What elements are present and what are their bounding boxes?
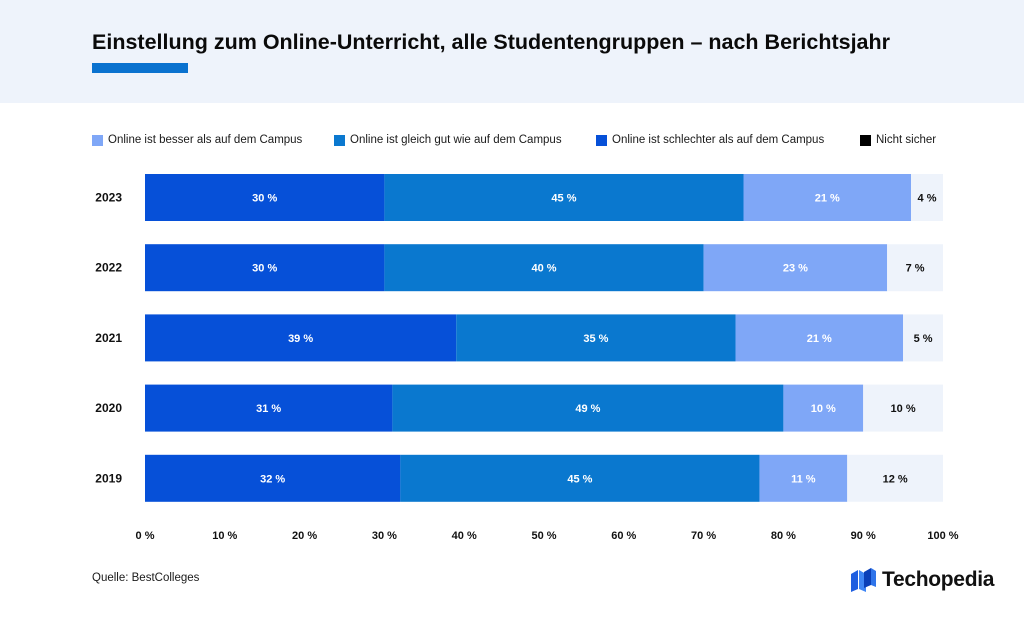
data-label-besser-2022: 23 % xyxy=(783,263,808,275)
bar-segment-gleich-2020 xyxy=(392,384,784,432)
legend-label-schlechter: Online ist schlechter als auf dem Campus xyxy=(612,134,825,146)
data-label-besser-2020: 10 % xyxy=(811,403,836,415)
x-tick-label-9: 90 % xyxy=(851,530,876,542)
bar-segment-schlechter-2021 xyxy=(145,314,457,362)
bar-segment-gleich-2022 xyxy=(384,244,704,292)
data-label-besser-2019: 11 % xyxy=(791,473,816,485)
y-tick-label-2022: 2022 xyxy=(95,261,122,275)
legend-item-besser: Online ist besser als auf dem Campus xyxy=(92,134,302,146)
bar-segment-schlechter-2023 xyxy=(145,174,385,221)
data-label-gleich-2022: 40 % xyxy=(531,263,556,275)
data-label-nicht-sicher-2020: 10 % xyxy=(891,403,916,415)
bar-segment-gleich-2023 xyxy=(384,174,744,221)
data-label-gleich-2020: 49 % xyxy=(575,403,600,415)
data-label-schlechter-2022: 30 % xyxy=(252,263,277,275)
chart-legend: Online ist besser als auf dem Campus Onl… xyxy=(92,134,972,152)
x-tick-label-8: 80 % xyxy=(771,530,796,542)
x-tick-label-7: 70 % xyxy=(691,530,716,542)
data-label-gleich-2023: 45 % xyxy=(551,193,576,205)
data-label-gleich-2021: 35 % xyxy=(583,333,608,345)
data-label-nicht-sicher-2023: 4 % xyxy=(918,193,937,205)
data-label-schlechter-2021: 39 % xyxy=(288,333,313,345)
stacked-bar-chart: 2023 30 % 45 % 21 % 4 % 2022 30 % 40 % 23 % 7 % 20… xyxy=(95,174,959,542)
bar-segment-nicht-sicher-2022 xyxy=(887,244,943,292)
legend-swatch-gleich xyxy=(334,134,345,146)
chart-title: Einstellung zum Online-Unterricht, alle … xyxy=(92,30,890,54)
bar-segment-besser-2019 xyxy=(759,454,848,502)
data-label-besser-2023: 21 % xyxy=(815,193,840,205)
x-tick-label-0: 0 % xyxy=(136,530,155,542)
logo-text: Techopedia xyxy=(882,568,995,591)
title-accent-bar xyxy=(92,63,188,73)
source-note: Quelle: BestColleges xyxy=(92,572,200,584)
legend-item-nicht-sicher: Nicht sicher xyxy=(860,134,936,146)
x-tick-label-5: 50 % xyxy=(531,530,556,542)
y-tick-label-2021: 2021 xyxy=(95,331,122,345)
techopedia-logo-icon xyxy=(851,568,876,592)
data-label-nicht-sicher-2019: 12 % xyxy=(883,473,908,485)
legend-label-gleich: Online ist gleich gut wie auf dem Campus xyxy=(350,134,562,146)
x-tick-label-2: 20 % xyxy=(292,530,317,542)
header-band xyxy=(0,0,1024,103)
legend-swatch-schlechter xyxy=(596,134,607,146)
legend-label-besser: Online ist besser als auf dem Campus xyxy=(108,134,303,146)
x-tick-label-4: 40 % xyxy=(452,530,477,542)
bar-segment-gleich-2021 xyxy=(456,314,736,362)
data-label-schlechter-2023: 30 % xyxy=(252,193,277,205)
bar-segment-besser-2020 xyxy=(783,384,864,432)
bar-segment-nicht-sicher-2019 xyxy=(847,454,943,502)
bar-segment-nicht-sicher-2020 xyxy=(863,384,943,432)
x-tick-label-3: 30 % xyxy=(372,530,397,542)
data-label-nicht-sicher-2022: 7 % xyxy=(906,263,925,275)
data-label-schlechter-2020: 31 % xyxy=(256,403,281,415)
bar-segment-nicht-sicher-2023 xyxy=(911,174,943,221)
techopedia-logo: Techopedia xyxy=(850,565,994,595)
bar-segment-besser-2021 xyxy=(735,314,904,362)
legend-item-schlechter: Online ist schlechter als auf dem Campus xyxy=(596,134,824,146)
data-label-besser-2021: 21 % xyxy=(807,333,832,345)
x-tick-label-6: 60 % xyxy=(611,530,636,542)
legend-label-nicht-sicher: Nicht sicher xyxy=(876,134,937,146)
x-tick-label-10: 100 % xyxy=(927,530,958,542)
data-label-schlechter-2019: 32 % xyxy=(260,473,285,485)
bar-segment-schlechter-2022 xyxy=(145,244,385,292)
y-tick-label-2020: 2020 xyxy=(95,401,122,415)
data-label-nicht-sicher-2021: 5 % xyxy=(914,333,933,345)
data-label-gleich-2019: 45 % xyxy=(567,473,592,485)
bar-segment-besser-2022 xyxy=(703,244,888,292)
y-tick-label-2023: 2023 xyxy=(95,191,122,205)
bar-segment-schlechter-2019 xyxy=(145,454,401,502)
bar-segment-nicht-sicher-2021 xyxy=(903,314,943,362)
x-tick-label-1: 10 % xyxy=(212,530,237,542)
bar-segment-schlechter-2020 xyxy=(145,384,393,432)
legend-swatch-besser xyxy=(92,134,103,146)
legend-item-gleich: Online ist gleich gut wie auf dem Campus xyxy=(334,134,562,146)
bar-segment-gleich-2019 xyxy=(400,454,760,502)
y-tick-label-2019: 2019 xyxy=(95,471,122,485)
legend-swatch-nicht-sicher xyxy=(860,134,871,146)
bar-segment-besser-2023 xyxy=(743,174,912,221)
